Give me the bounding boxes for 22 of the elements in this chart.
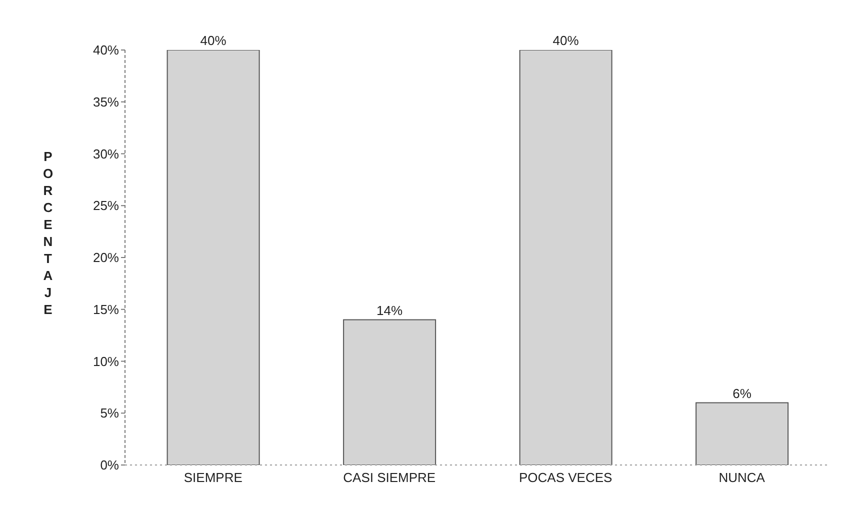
y-tick-label: 40%	[92, 42, 120, 58]
y-tick-label: 5%	[100, 406, 120, 421]
bar	[696, 402, 789, 465]
y-tick-label: 25%	[92, 198, 120, 214]
data-label: 40%	[200, 33, 227, 48]
bar	[343, 319, 436, 465]
text: PORCENTAJE	[42, 149, 54, 317]
y-tick-label: 0%	[100, 458, 120, 473]
x-tick-label: CASI SIEMPRE	[343, 470, 436, 486]
x-tick-label: NUNCA	[718, 470, 766, 486]
y-tick-label: 15%	[92, 302, 120, 317]
y-tick-label: 10%	[92, 354, 120, 369]
bar	[519, 50, 612, 465]
x-tick-label: POCAS VECES	[519, 470, 613, 486]
data-label: 40%	[552, 33, 580, 48]
y-tick-label: 30%	[92, 146, 120, 162]
bar	[166, 50, 260, 465]
data-label: 14%	[376, 302, 403, 318]
y-tick-label: 35%	[92, 94, 120, 110]
data-label: 6%	[732, 386, 752, 401]
y-tick-label: 20%	[92, 250, 120, 266]
x-tick-label: SIEMPRE	[184, 470, 243, 486]
